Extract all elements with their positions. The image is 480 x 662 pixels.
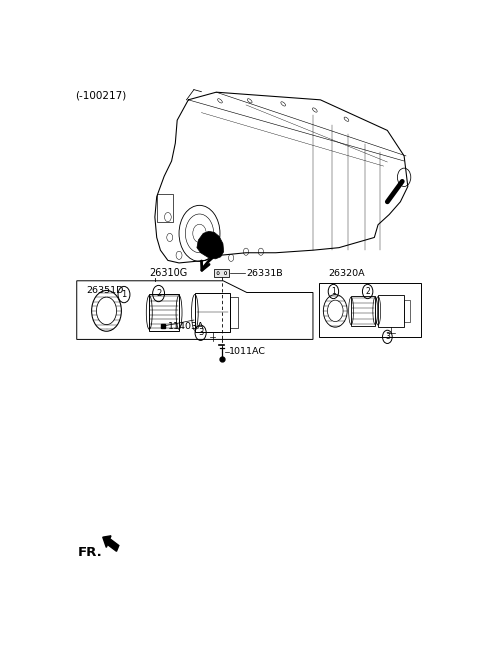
Bar <box>230 297 239 328</box>
Text: 3: 3 <box>385 332 390 342</box>
Text: 26331B: 26331B <box>246 269 283 277</box>
FancyArrow shape <box>103 536 119 551</box>
Text: 26310G: 26310G <box>149 267 188 278</box>
Text: 2: 2 <box>156 289 161 298</box>
Bar <box>149 294 179 331</box>
Text: 2: 2 <box>365 287 370 296</box>
Bar <box>319 283 421 337</box>
Bar <box>156 194 173 222</box>
Text: 1011AC: 1011AC <box>229 347 266 356</box>
Bar <box>351 295 375 326</box>
Text: 1: 1 <box>121 290 127 299</box>
Text: (-100217): (-100217) <box>75 91 126 101</box>
Text: 3: 3 <box>198 328 204 337</box>
Text: 26351D: 26351D <box>87 286 124 295</box>
Bar <box>404 300 410 322</box>
Bar <box>215 269 229 277</box>
Bar <box>195 293 230 332</box>
Circle shape <box>225 271 227 275</box>
Bar <box>378 295 404 326</box>
Text: 26320A: 26320A <box>328 269 364 278</box>
Circle shape <box>217 271 219 275</box>
Text: 11403A: 11403A <box>168 322 204 330</box>
Text: 1: 1 <box>331 287 336 296</box>
Text: FR.: FR. <box>78 546 103 559</box>
Polygon shape <box>197 231 224 259</box>
